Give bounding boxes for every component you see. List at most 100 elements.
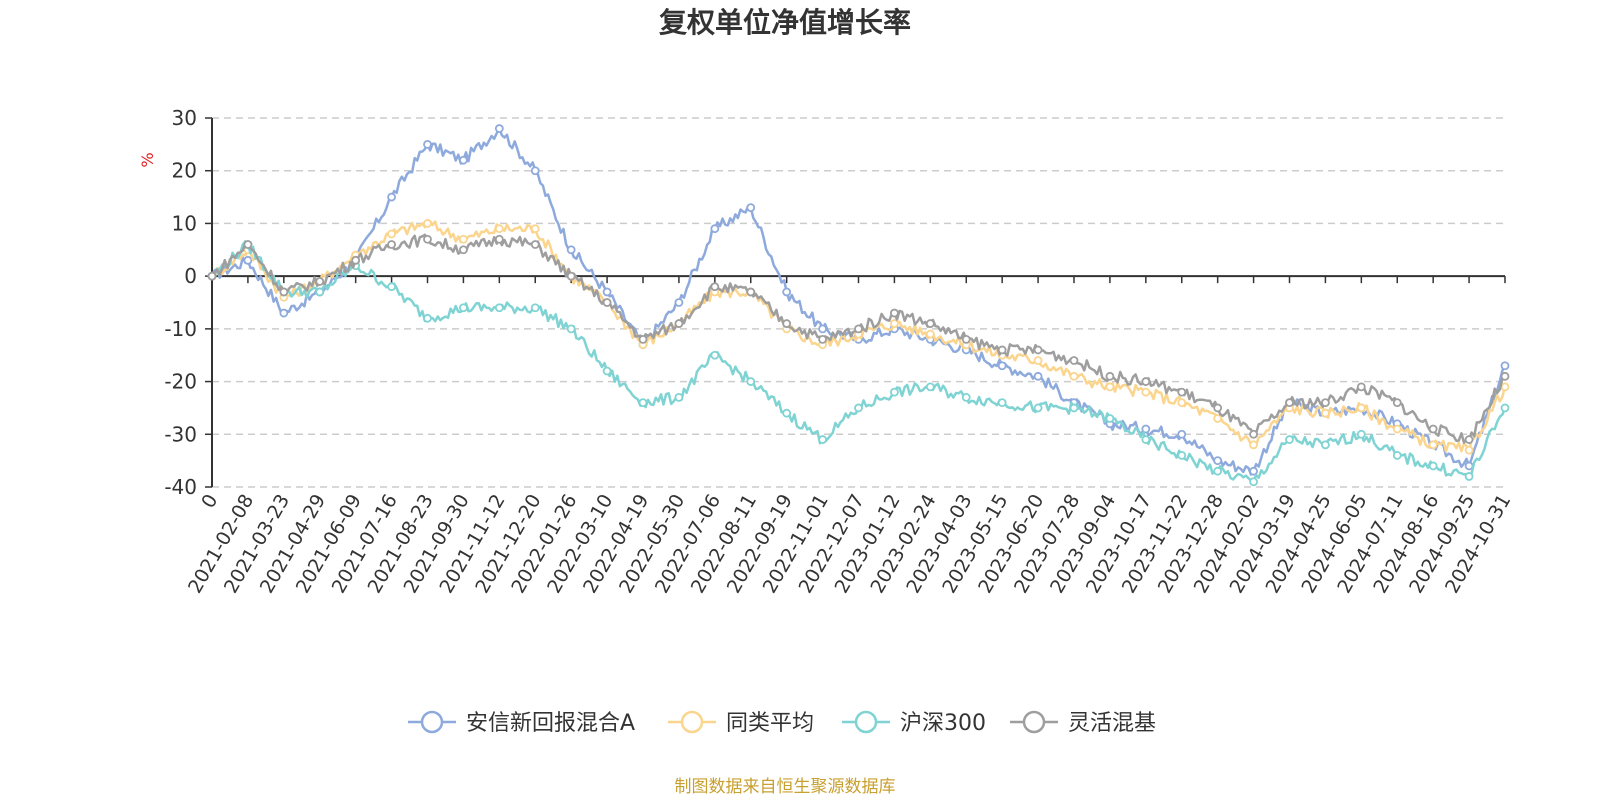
y-axis-unit-label: % [138,152,157,167]
data-point [1033,371,1043,381]
data-point [1428,461,1438,471]
data-point [925,382,935,392]
data-point [818,334,827,344]
data-point [351,255,361,265]
data-point [1285,435,1294,444]
data-point [1213,403,1223,413]
data-point [243,255,253,265]
data-point [1141,387,1151,397]
data-point [1105,382,1115,392]
y-tick-label: 20 [172,159,197,183]
data-point [1356,403,1366,413]
legend-item[interactable]: 安信新回报混合A [408,710,635,736]
data-point [1033,403,1043,413]
data-point [566,324,576,334]
data-point [1177,387,1187,397]
data-point [1500,382,1510,392]
y-tick-label: -30 [164,422,197,446]
data-point [1285,398,1294,408]
y-tick-label: -40 [164,475,197,499]
y-tick-label: -10 [164,317,197,341]
data-point [890,319,899,328]
data-point [674,319,684,328]
data-point [1249,466,1258,476]
data-point [1249,440,1258,450]
data-point [961,334,971,344]
data-point [1392,398,1402,408]
data-point [423,219,432,228]
legend-marker [680,710,704,734]
data-point [459,303,468,313]
y-tick-label: 10 [172,211,197,235]
legend: 安信新回报混合A 同类平均 沪深300 灵活混基 [408,710,1156,736]
legend-item[interactable]: 灵活混基 [1010,710,1156,736]
y-tick-label: 0 [184,264,197,288]
data-point [746,287,756,297]
data-point [782,319,792,328]
data-point [530,166,540,176]
data-point [1500,361,1510,371]
data-point [566,271,576,281]
legend-label: 灵活混基 [1068,711,1156,736]
grid-lines [212,117,1505,488]
data-point [818,324,827,334]
data-point [1105,371,1115,381]
data-point [782,287,792,297]
data-point [602,366,612,376]
data-point [638,334,648,344]
data-point [315,287,325,297]
data-point [459,245,468,255]
data-point [1321,440,1330,450]
legend-label: 同类平均 [726,711,814,736]
data-point [710,224,720,234]
data-point [1392,424,1402,434]
data-point [459,234,468,244]
data-point [315,277,325,286]
data-point [207,271,217,281]
data-point [1392,450,1402,460]
data-point [1213,466,1223,476]
data-point [243,240,253,249]
legend-marker [420,710,444,734]
data-point [746,377,756,386]
legend-marker [1022,710,1046,734]
data-point [746,203,756,213]
data-point [1177,429,1187,439]
data-point [854,403,863,413]
data-point [1321,398,1330,408]
data-point [890,387,899,397]
data-point [1069,371,1079,381]
data-point [1464,445,1474,455]
data-point [997,361,1007,371]
axes: 3020100-10-20-30-4002021-02-082021-03-23… [164,106,1515,597]
data-point [1177,398,1187,408]
legend-item[interactable]: 沪深300 [842,710,986,736]
data-point [1033,345,1043,355]
data-point [279,287,289,297]
data-point [1428,424,1438,434]
data-point [961,392,971,402]
data-point [1464,472,1474,481]
data-point [997,398,1007,408]
data-point [387,240,396,249]
data-point [997,345,1007,355]
data-point [423,234,432,244]
data-point [710,350,720,360]
data-point [530,240,540,249]
legend-label: 沪深300 [900,711,986,736]
data-point [782,408,792,418]
data-point [1464,435,1474,444]
legend-label: 安信新回报混合A [466,711,635,736]
data-point [602,287,612,297]
data-point [1213,414,1223,423]
data-point [1500,371,1510,381]
data-point [1249,429,1258,439]
data-point [1356,382,1366,392]
data-point [494,234,504,244]
legend-item[interactable]: 同类平均 [668,710,814,736]
data-point [279,308,289,318]
data-point [1069,356,1079,365]
data-point [674,298,684,307]
data-point [1249,477,1258,487]
